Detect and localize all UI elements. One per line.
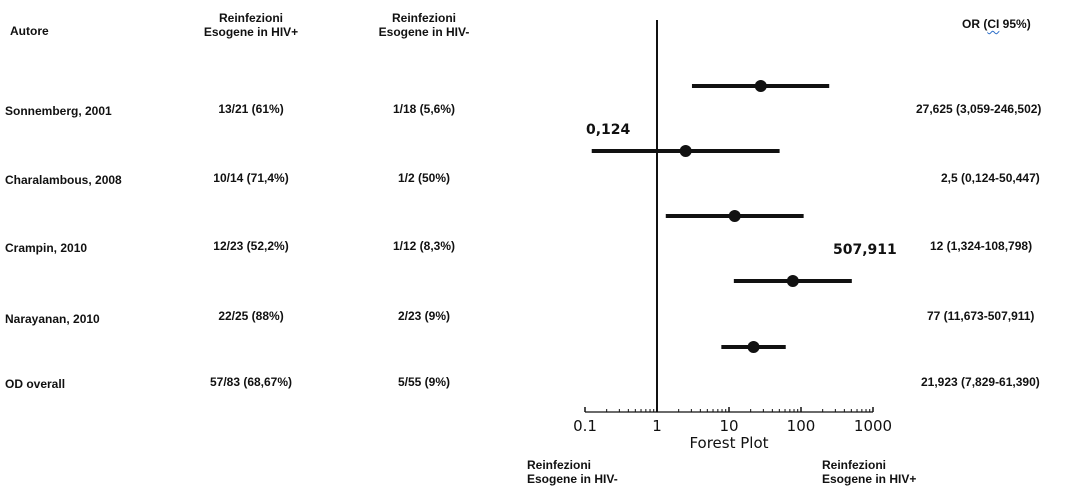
footer-right-label: Reinfezioni Esogene in HIV+ [822,458,916,486]
or-header-suffix: 95%) [999,17,1031,31]
row-hiv-pos-crampin-2010: 12/23 (52,2%) [213,239,289,253]
row-or-sonnemberg-2001: 27,625 (3,059-246,502) [916,102,1042,116]
annotation-upper-ci: 507,911 [833,242,897,258]
x-tick-label: 100 [787,417,816,435]
or-header-ci: CI [987,17,1000,31]
row-hiv-pos-narayanan-2010: 22/25 (88%) [218,309,284,323]
hiv-neg-header-line-2: Esogene in HIV- [378,25,470,39]
footer-right-line-2: Esogene in HIV+ [822,472,917,486]
row-author-sonnemberg-2001: Sonnemberg, 2001 [5,104,112,118]
point-estimate [747,341,760,353]
hiv-pos-header: Reinfezioni Esogene in HIV+ [204,11,298,39]
hiv-pos-header-line-1: Reinfezioni [218,11,284,25]
point-estimate [679,145,692,157]
point-estimate [728,210,741,222]
hiv-pos-header-line-2: Esogene in HIV+ [203,25,299,39]
x-tick-label: 10 [719,417,738,435]
footer-left-label: Reinfezioni Esogene in HIV- [527,458,618,486]
row-hiv-neg-crampin-2010: 1/12 (8,3%) [392,239,456,253]
author-header: Autore [10,24,49,38]
row-author-od-overall: OD overall [5,377,66,391]
x-tick-label: 0.1 [573,417,597,435]
hiv-neg-header: Reinfezioni Esogene in HIV- [379,11,470,39]
row-hiv-neg-sonnemberg-2001: 1/18 (5,6%) [392,102,456,116]
footer-left-line-1: Reinfezioni [527,458,592,472]
row-or-narayanan-2010: 77 (11,673-507,911) [927,309,1035,323]
footer-right-line-1: Reinfezioni [822,458,887,472]
row-or-od-overall: 21,923 (7,829-61,390) [921,375,1040,389]
row-hiv-pos-sonnemberg-2001: 13/21 (61%) [218,102,284,116]
footer-left-line-2: Esogene in HIV- [527,472,618,486]
point-estimate [754,80,767,92]
row-author-narayanan-2010: Narayanan, 2010 [5,312,100,326]
x-axis-label: Forest Plot [689,434,768,452]
row-or-charalambous-2008: 2,5 (0,124-50,447) [941,171,1040,185]
point-estimate [786,275,799,287]
row-author-crampin-2010: Crampin, 2010 [5,241,88,255]
row-hiv-pos-charalambous-2008: 10/14 (71,4%) [213,171,289,185]
row-hiv-neg-charalambous-2008: 1/2 (50%) [397,171,451,185]
x-tick-label: 1 [652,417,662,435]
row-or-crampin-2010: 12 (1,324-108,798) [930,239,1033,253]
or-header-prefix: OR ( [962,17,988,31]
row-hiv-pos-od-overall: 57/83 (68,67%) [209,375,293,389]
row-author-charalambous-2008: Charalambous, 2008 [5,173,122,187]
row-hiv-neg-narayanan-2010: 2/23 (9%) [397,309,451,323]
hiv-neg-header-line-1: Reinfezioni [391,11,456,25]
x-tick-label: 1000 [854,417,892,435]
or-header: OR (CI 95%) [962,17,1031,31]
row-hiv-neg-od-overall: 5/55 (9%) [397,375,451,389]
annotation-lower-ci: 0,124 [586,122,631,138]
